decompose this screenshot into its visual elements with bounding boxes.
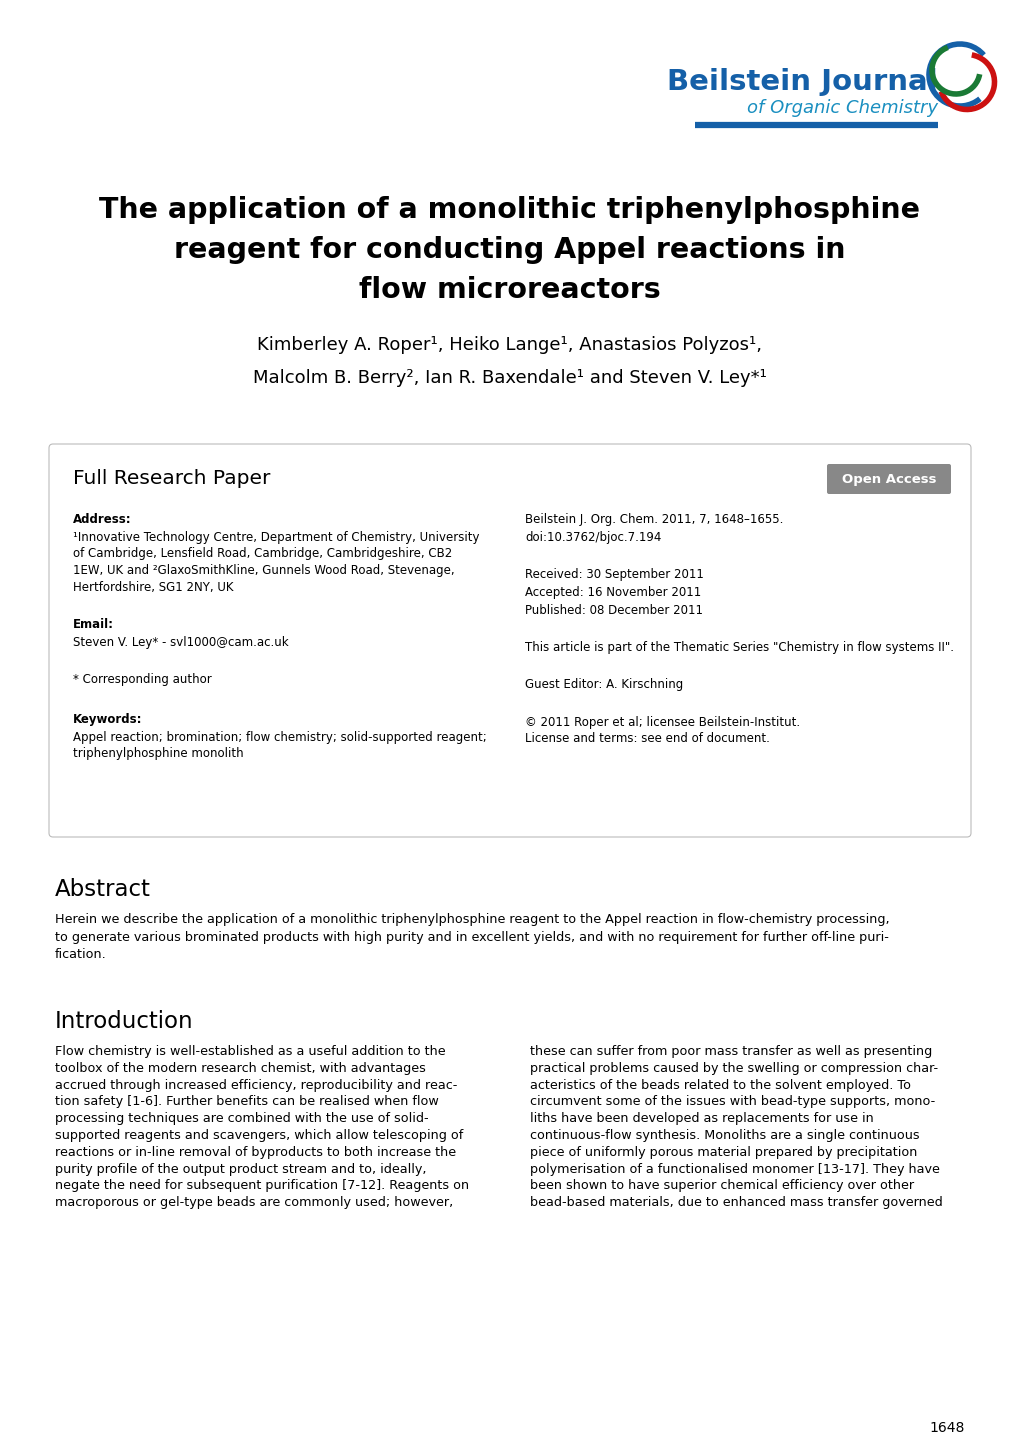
Text: tion safety [1-6]. Further benefits can be realised when flow: tion safety [1-6]. Further benefits can … <box>55 1095 438 1108</box>
Text: Introduction: Introduction <box>55 1010 194 1033</box>
Text: of Cambridge, Lensfield Road, Cambridge, Cambridgeshire, CB2: of Cambridge, Lensfield Road, Cambridge,… <box>73 547 451 560</box>
Text: Kimberley A. Roper¹, Heiko Lange¹, Anastasios Polyzos¹,: Kimberley A. Roper¹, Heiko Lange¹, Anast… <box>257 336 762 354</box>
Text: * Corresponding author: * Corresponding author <box>73 672 212 685</box>
Text: 1EW, UK and ²GlaxoSmithKline, Gunnels Wood Road, Stevenage,: 1EW, UK and ²GlaxoSmithKline, Gunnels Wo… <box>73 564 454 577</box>
Text: doi:10.3762/bjoc.7.194: doi:10.3762/bjoc.7.194 <box>525 531 660 544</box>
Text: Herein we describe the application of a monolithic triphenylphosphine reagent to: Herein we describe the application of a … <box>55 913 889 926</box>
Text: polymerisation of a functionalised monomer [13-17]. They have: polymerisation of a functionalised monom… <box>530 1163 938 1176</box>
Text: Steven V. Ley* - svl1000@cam.ac.uk: Steven V. Ley* - svl1000@cam.ac.uk <box>73 636 288 649</box>
Text: Accepted: 16 November 2011: Accepted: 16 November 2011 <box>525 586 701 599</box>
Text: these can suffer from poor mass transfer as well as presenting: these can suffer from poor mass transfer… <box>530 1045 931 1058</box>
Text: Guest Editor: A. Kirschning: Guest Editor: A. Kirschning <box>525 678 683 691</box>
Text: bead-based materials, due to enhanced mass transfer governed: bead-based materials, due to enhanced ma… <box>530 1196 942 1209</box>
Text: This article is part of the Thematic Series "Chemistry in flow systems II".: This article is part of the Thematic Ser… <box>525 641 953 654</box>
Text: Full Research Paper: Full Research Paper <box>73 469 270 488</box>
Text: of Organic Chemistry: of Organic Chemistry <box>746 100 937 117</box>
Text: Abstract: Abstract <box>55 877 151 900</box>
Text: practical problems caused by the swelling or compression char-: practical problems caused by the swellin… <box>530 1062 937 1075</box>
Text: Address:: Address: <box>73 514 131 527</box>
Text: Published: 08 December 2011: Published: 08 December 2011 <box>525 605 702 618</box>
Text: liths have been developed as replacements for use in: liths have been developed as replacement… <box>530 1113 873 1126</box>
Text: Appel reaction; bromination; flow chemistry; solid-supported reagent;: Appel reaction; bromination; flow chemis… <box>73 732 486 745</box>
Text: Open Access: Open Access <box>841 472 935 485</box>
Text: supported reagents and scavengers, which allow telescoping of: supported reagents and scavengers, which… <box>55 1128 463 1141</box>
Text: fication.: fication. <box>55 948 107 961</box>
Text: accrued through increased efficiency, reproducibility and reac-: accrued through increased efficiency, re… <box>55 1078 457 1091</box>
Text: Hertfordshire, SG1 2NY, UK: Hertfordshire, SG1 2NY, UK <box>73 580 233 593</box>
Text: macroporous or gel-type beads are commonly used; however,: macroporous or gel-type beads are common… <box>55 1196 452 1209</box>
Text: reactions or in-line removal of byproducts to both increase the: reactions or in-line removal of byproduc… <box>55 1146 455 1159</box>
Text: © 2011 Roper et al; licensee Beilstein-Institut.: © 2011 Roper et al; licensee Beilstein-I… <box>525 716 799 729</box>
Text: Email:: Email: <box>73 618 114 631</box>
Text: to generate various brominated products with high purity and in excellent yields: to generate various brominated products … <box>55 931 888 944</box>
Text: triphenylphosphine monolith: triphenylphosphine monolith <box>73 747 244 760</box>
Text: Received: 30 September 2011: Received: 30 September 2011 <box>525 569 703 582</box>
Text: circumvent some of the issues with bead-type supports, mono-: circumvent some of the issues with bead-… <box>530 1095 934 1108</box>
Text: flow microreactors: flow microreactors <box>359 276 660 304</box>
Text: continuous-flow synthesis. Monoliths are a single continuous: continuous-flow synthesis. Monoliths are… <box>530 1128 919 1141</box>
Text: piece of uniformly porous material prepared by precipitation: piece of uniformly porous material prepa… <box>530 1146 916 1159</box>
Text: negate the need for subsequent purification [7-12]. Reagents on: negate the need for subsequent purificat… <box>55 1179 469 1192</box>
Text: reagent for conducting Appel reactions in: reagent for conducting Appel reactions i… <box>174 237 845 264</box>
Text: Flow chemistry is well-established as a useful addition to the: Flow chemistry is well-established as a … <box>55 1045 445 1058</box>
Text: purity profile of the output product stream and to, ideally,: purity profile of the output product str… <box>55 1163 426 1176</box>
Text: Beilstein J. Org. Chem. 2011, 7, 1648–1655.: Beilstein J. Org. Chem. 2011, 7, 1648–16… <box>525 514 783 527</box>
Text: Malcolm B. Berry², Ian R. Baxendale¹ and Steven V. Ley*¹: Malcolm B. Berry², Ian R. Baxendale¹ and… <box>253 369 766 387</box>
Text: ¹Innovative Technology Centre, Department of Chemistry, University: ¹Innovative Technology Centre, Departmen… <box>73 531 479 544</box>
Text: License and terms: see end of document.: License and terms: see end of document. <box>525 732 769 745</box>
Text: been shown to have superior chemical efficiency over other: been shown to have superior chemical eff… <box>530 1179 913 1192</box>
Text: toolbox of the modern research chemist, with advantages: toolbox of the modern research chemist, … <box>55 1062 426 1075</box>
Text: 1648: 1648 <box>928 1421 964 1434</box>
Text: acteristics of the beads related to the solvent employed. To: acteristics of the beads related to the … <box>530 1078 910 1091</box>
Text: processing techniques are combined with the use of solid-: processing techniques are combined with … <box>55 1113 428 1126</box>
Text: The application of a monolithic triphenylphosphine: The application of a monolithic tripheny… <box>100 196 919 224</box>
FancyBboxPatch shape <box>826 465 950 494</box>
FancyBboxPatch shape <box>49 444 970 837</box>
Text: Keywords:: Keywords: <box>73 713 143 726</box>
Text: Beilstein Journal: Beilstein Journal <box>666 68 937 97</box>
